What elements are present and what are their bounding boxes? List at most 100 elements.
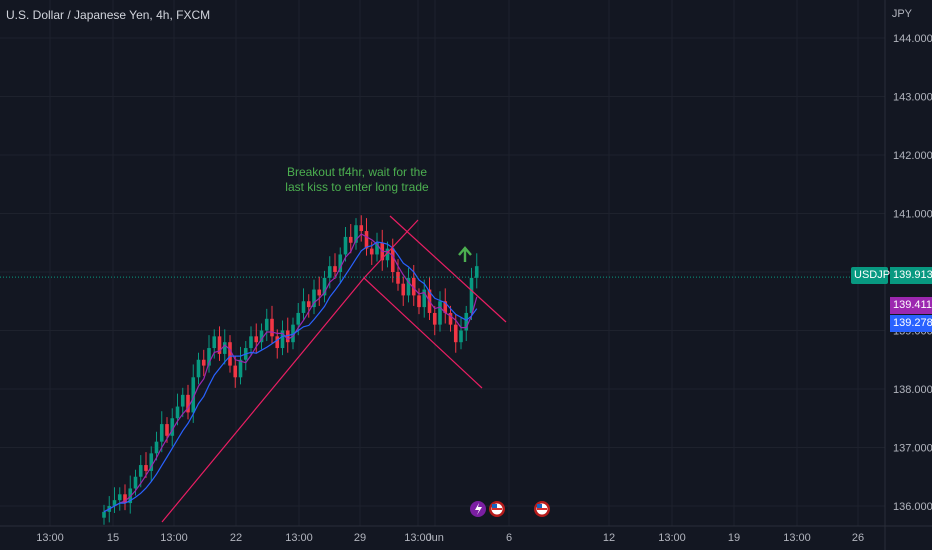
x-tick-label: 13:00 — [658, 532, 686, 544]
x-tick-label: 29 — [354, 532, 366, 544]
annotation-line-2: last kiss to enter long trade — [285, 180, 429, 194]
ma-fast-price-tag: 139.411 — [890, 297, 932, 314]
candle-body — [149, 453, 154, 471]
candle-body — [448, 312, 453, 325]
chart-title: U.S. Dollar / Japanese Yen, 4h, FXCM — [6, 8, 211, 22]
candle-body — [228, 342, 232, 366]
candle-body — [312, 289, 316, 308]
candle-body — [138, 465, 143, 477]
candle-body — [165, 424, 169, 436]
candle-body — [432, 312, 437, 325]
candle-body — [249, 336, 253, 349]
candle-body — [259, 330, 264, 343]
x-tick-label: 12 — [603, 532, 615, 544]
candle-body — [396, 272, 400, 284]
candle-body — [102, 511, 106, 518]
candle-body — [291, 324, 295, 343]
ma-slow-line — [103, 241, 478, 513]
candle-body — [369, 248, 374, 255]
annotation-line-1: Breakout tf4hr, wait for the — [286, 165, 428, 179]
us-flag-canton — [492, 504, 497, 508]
y-tick-label: 143.000 — [893, 92, 932, 104]
us-flag-stripe — [537, 508, 547, 510]
candle-body — [301, 301, 306, 313]
candle-body — [364, 231, 369, 249]
candle-body — [469, 277, 474, 313]
x-tick-label: 13:00 — [285, 532, 313, 544]
candle-body — [222, 342, 227, 354]
x-tick-label: 13:00 — [404, 532, 432, 544]
x-tick-label: 6 — [506, 532, 512, 544]
candle-body — [327, 266, 332, 278]
candle-body — [359, 225, 364, 232]
up-arrow-icon — [458, 246, 472, 262]
candle-body — [322, 277, 327, 296]
candle-body — [401, 283, 406, 296]
channel-line — [363, 277, 483, 389]
candle-body — [217, 336, 222, 354]
candle-body — [254, 336, 259, 343]
candle-body — [144, 465, 148, 471]
candle-body — [333, 266, 337, 272]
last-price-tag: 139.913 — [890, 267, 932, 284]
symbol-price-tag: USDJPY — [851, 267, 897, 284]
candle-body — [306, 301, 311, 308]
candle-body — [212, 336, 217, 349]
candle-body — [453, 324, 458, 343]
candle-body — [275, 336, 280, 349]
candle-body — [117, 494, 122, 501]
x-tick-label: Jun — [426, 532, 444, 544]
candle-body — [270, 318, 274, 337]
x-tick-label: 19 — [728, 532, 740, 544]
currency-label: JPY — [891, 8, 912, 20]
candle-body — [422, 289, 427, 308]
x-tick-label: 13:00 — [160, 532, 188, 544]
channel-line — [389, 215, 507, 323]
x-tick-label: 22 — [230, 532, 242, 544]
candle-body — [406, 277, 411, 296]
candle-body — [112, 500, 117, 506]
candle-body — [375, 242, 379, 255]
candle-body — [201, 359, 206, 366]
x-tick-label: 26 — [852, 532, 864, 544]
candle-body — [186, 394, 190, 413]
candle-body — [196, 359, 201, 378]
ma-slow-price-tag: 139.278 — [890, 315, 932, 332]
candle-body — [175, 406, 180, 419]
candle-body — [317, 289, 322, 296]
ma-fast-line — [103, 233, 478, 513]
candle-body — [170, 418, 175, 436]
candle-body — [123, 494, 127, 504]
candle-body — [474, 266, 479, 278]
y-tick-label: 137.000 — [893, 443, 932, 455]
candle-body — [296, 312, 301, 325]
candle-body — [133, 476, 138, 489]
candle-body — [390, 248, 395, 272]
candle-body — [285, 330, 290, 343]
candle-body — [233, 365, 238, 378]
us-flag-stripe — [492, 508, 502, 510]
y-tick-label: 138.000 — [893, 384, 932, 396]
candle-body — [280, 330, 285, 349]
candle-body — [385, 248, 390, 261]
candle-body — [459, 330, 463, 343]
candle-body — [338, 254, 343, 272]
y-tick-label: 142.000 — [893, 150, 932, 162]
x-tick-label: 13:00 — [783, 532, 811, 544]
candle-body — [180, 394, 185, 407]
candle-body — [464, 312, 469, 331]
candle-body — [207, 348, 211, 366]
y-tick-label: 136.000 — [893, 501, 932, 513]
candle-body — [264, 318, 269, 331]
channel-line — [161, 277, 365, 523]
candle-body — [443, 301, 448, 313]
trade-annotation: Breakout tf4hr, wait for the last kiss t… — [262, 165, 452, 195]
candle-body — [159, 424, 164, 442]
candle-body — [411, 277, 416, 296]
candle-body — [438, 301, 442, 325]
candle-body — [348, 236, 353, 243]
y-tick-label: 141.000 — [893, 209, 932, 221]
x-tick-label: 13:00 — [36, 532, 64, 544]
candle-body — [417, 295, 421, 308]
